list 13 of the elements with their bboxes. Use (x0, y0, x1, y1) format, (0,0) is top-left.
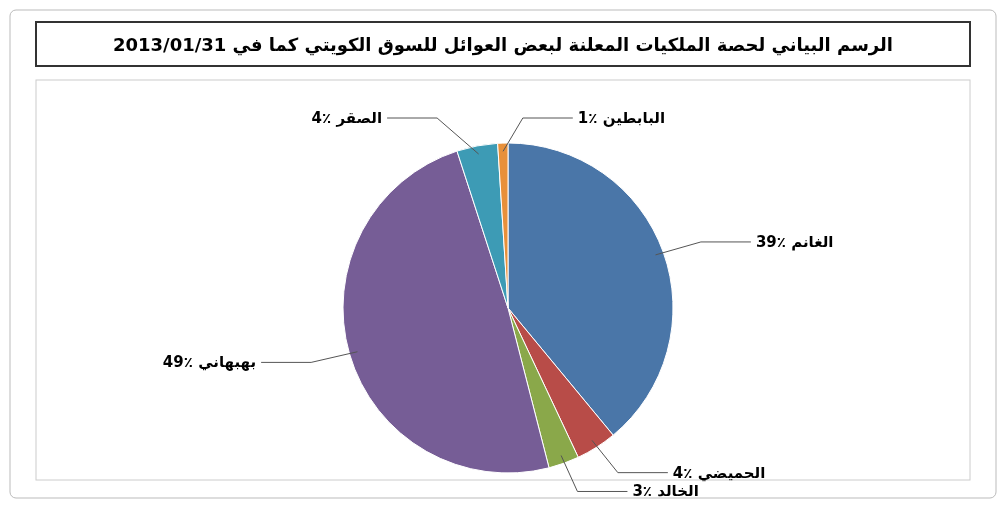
data-label: 4٪ (672, 463, 693, 482)
slice-label: بهبهاني (198, 353, 257, 372)
data-label: 4٪ (311, 109, 332, 127)
slice-label: الحميضي (697, 463, 766, 482)
data-label: 3٪ (632, 482, 653, 501)
data-label: 39٪ (755, 232, 786, 251)
slice-label: الخالد (657, 482, 699, 501)
slice-label: الغانم (791, 232, 834, 251)
slice-label: الصقر (335, 109, 383, 127)
slice-label: البابطين (602, 109, 666, 127)
data-label: 1٪ (577, 109, 598, 127)
data-label: 49٪ (162, 353, 193, 372)
chart-title: الرسم البياني لحصة الملكيات المعلنة لبعض العوائل للسوق الكويتي كما في 2013/01/31 (112, 34, 894, 56)
